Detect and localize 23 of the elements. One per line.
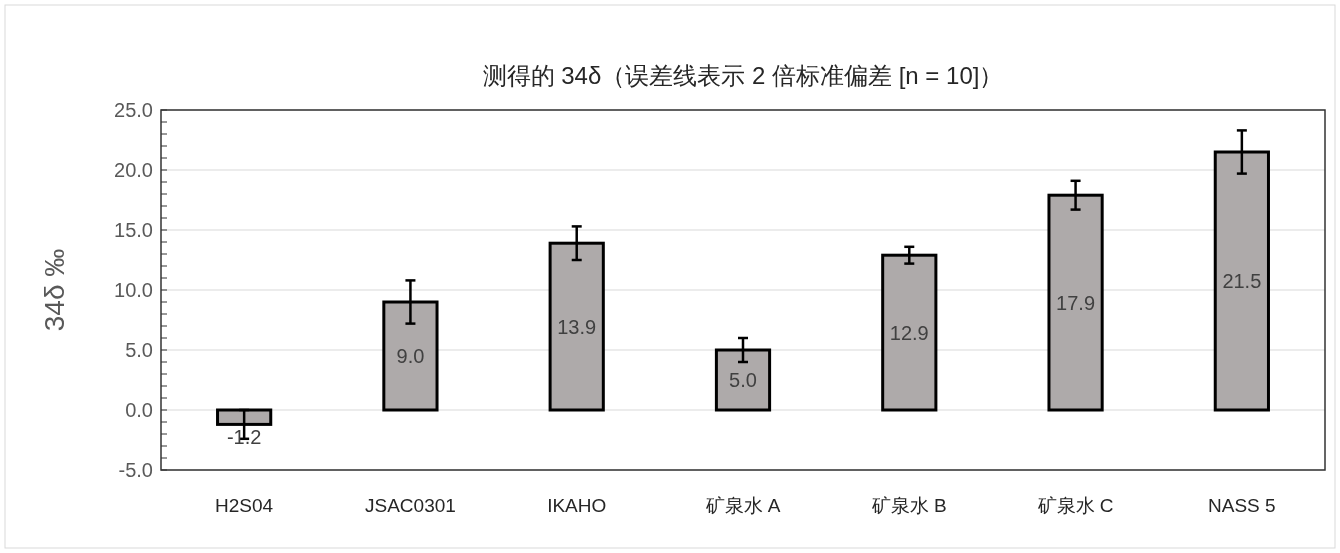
data-label: 21.5 [1222, 270, 1262, 292]
y-tick-label: 20.0 [114, 159, 153, 181]
x-tick-label: IKAHO [547, 495, 607, 516]
y-tick-label: 0.0 [125, 399, 153, 421]
x-tick-label: NASS 5 [1208, 495, 1276, 516]
y-tick-label: 25.0 [114, 99, 153, 121]
data-label: 12.9 [889, 321, 929, 344]
x-tick-label: JSAC0301 [365, 495, 456, 516]
x-tick-label: 矿泉水 C [1036, 495, 1114, 516]
data-label: 17.9 [1056, 291, 1096, 314]
y-tick-label: 10.0 [114, 279, 153, 301]
data-label: 9.0 [396, 345, 425, 367]
data-label: -1.2 [226, 426, 262, 449]
y-tick-label: 15.0 [114, 219, 153, 241]
x-tick-label: 矿泉水 B [870, 495, 947, 516]
y-axis-title: 34δ ‰ [39, 248, 70, 332]
y-tick-label: -5.0 [118, 459, 153, 481]
x-tick-label: H2S04 [215, 495, 274, 516]
chart-title: 测得的 34δ（误差线表示 2 倍标准偏差 [n = 10]） [482, 62, 1004, 89]
data-label: 5.0 [729, 369, 757, 391]
y-tick-label: 5.0 [125, 339, 153, 361]
data-label: 13.9 [557, 315, 597, 338]
x-tick-label: 矿泉水 A [704, 495, 781, 516]
